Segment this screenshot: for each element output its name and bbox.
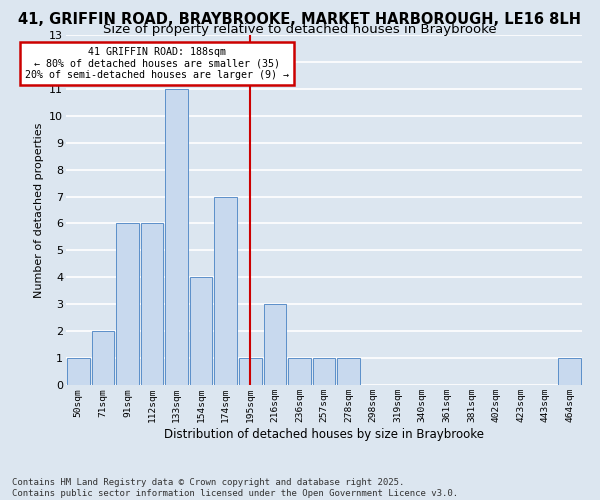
Bar (190, 278, 212, 385)
Text: 41, GRIFFIN ROAD, BRAYBROOKE, MARKET HARBOROUGH, LE16 8LH: 41, GRIFFIN ROAD, BRAYBROOKE, MARKET HAR… (19, 12, 581, 26)
Bar (214, 196, 237, 385)
Bar (337, 358, 360, 385)
Bar (559, 358, 581, 385)
Bar (263, 304, 286, 385)
Text: Contains HM Land Registry data © Crown copyright and database right 2025.
Contai: Contains HM Land Registry data © Crown c… (12, 478, 458, 498)
Bar (92, 331, 114, 385)
Y-axis label: Number of detached properties: Number of detached properties (34, 122, 44, 298)
X-axis label: Distribution of detached houses by size in Braybrooke: Distribution of detached houses by size … (164, 428, 484, 441)
Text: 41 GRIFFIN ROAD: 188sqm
← 80% of detached houses are smaller (35)
20% of semi-de: 41 GRIFFIN ROAD: 188sqm ← 80% of detache… (25, 47, 289, 80)
Bar (67, 358, 89, 385)
Bar (140, 224, 163, 385)
Bar (313, 358, 335, 385)
Text: Size of property relative to detached houses in Braybrooke: Size of property relative to detached ho… (103, 22, 497, 36)
Bar (116, 224, 139, 385)
Bar (288, 358, 311, 385)
Bar (165, 89, 188, 385)
Bar (239, 358, 262, 385)
